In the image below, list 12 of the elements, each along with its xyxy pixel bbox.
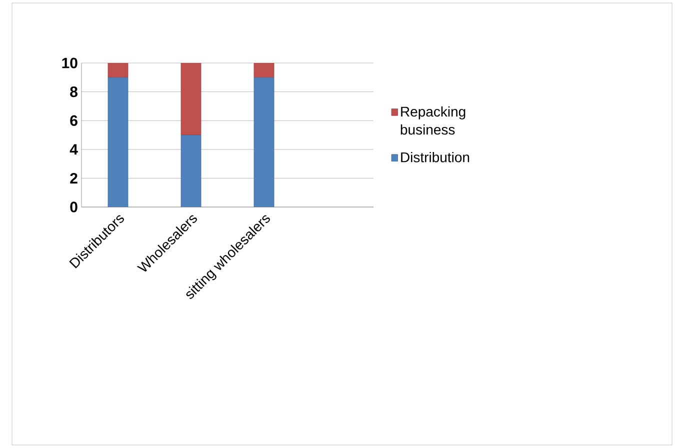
y-tick-label: 10 (62, 58, 78, 68)
y-tick-label: 2 (70, 172, 78, 184)
bar (180, 63, 202, 136)
legend-label: Distribution (401, 152, 470, 162)
y-tick-label: 4 (70, 144, 78, 155)
y-tick-label: 0 (70, 202, 78, 212)
y-tick-label: 6 (70, 115, 78, 126)
bar (108, 77, 128, 207)
bar (254, 77, 274, 207)
y-tick-label: 8 (70, 86, 78, 98)
legend-label: Repacking business (400, 106, 466, 135)
bar (180, 134, 202, 207)
